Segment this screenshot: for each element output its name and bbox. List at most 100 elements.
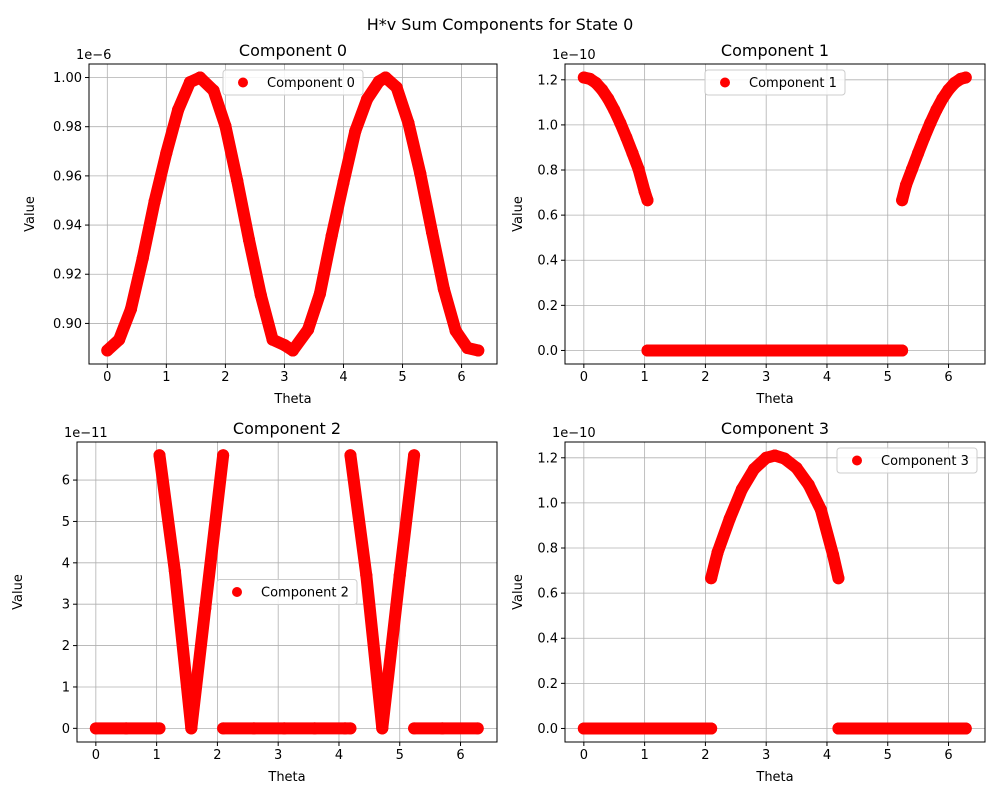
legend: Component 2: [216, 579, 358, 605]
data-point: [286, 344, 299, 357]
legend-marker: [852, 455, 862, 466]
data-point: [461, 342, 474, 355]
data-track-segment: [243, 233, 267, 302]
x-axis-label: Theta: [267, 770, 305, 785]
legend-label: Component 2: [261, 586, 349, 601]
data-track-segment: [426, 226, 450, 295]
data-track-segment: [160, 103, 185, 160]
x-tick-label: 1: [152, 748, 160, 763]
y-tick-label: 1.0: [537, 118, 558, 133]
data-point: [344, 722, 357, 735]
data-point: [778, 452, 791, 465]
legend-label: Component 3: [881, 454, 969, 469]
y-tick-label: 6: [62, 474, 70, 489]
data-point: [393, 569, 406, 582]
data-point: [325, 229, 338, 242]
data-point: [768, 449, 781, 462]
data-point: [936, 92, 949, 105]
chart-title: Component 1: [721, 41, 829, 60]
data-track-segment: [199, 449, 230, 615]
data-series: [89, 449, 484, 735]
data-point: [390, 81, 403, 94]
data-track-segment: [402, 117, 427, 180]
x-tick-label: 0: [103, 370, 111, 385]
chart-title: Component 0: [239, 41, 347, 60]
legend-box: [704, 69, 846, 96]
data-point: [832, 722, 845, 735]
data-point: [857, 722, 870, 735]
data-track-segment: [337, 125, 362, 189]
data-track-segment: [325, 176, 350, 242]
x-axis-label: Theta: [755, 770, 793, 785]
axis-scale-offset: 1e−6: [76, 48, 111, 63]
data-point: [899, 179, 912, 192]
x-tick-label: 5: [884, 748, 892, 763]
x-tick-label: 4: [823, 370, 831, 385]
data-point: [217, 449, 230, 462]
x-tick-label: 3: [762, 370, 770, 385]
y-tick-label: 0.96: [53, 169, 82, 184]
plot-area: [89, 449, 484, 735]
x-tick-label: 2: [213, 748, 221, 763]
data-point: [608, 104, 621, 117]
data-point: [217, 722, 230, 735]
x-tick-label: 4: [335, 748, 343, 763]
data-point: [207, 84, 220, 97]
data-point: [930, 104, 943, 117]
y-tick-label: 0.4: [537, 632, 558, 647]
y-tick-label: 4: [62, 556, 70, 571]
x-tick-label: 6: [944, 370, 952, 385]
x-tick-label: 4: [823, 748, 831, 763]
x-tick-label: 5: [884, 370, 892, 385]
y-tick-label: 0.6: [537, 209, 558, 224]
y-tick-label: 0.4: [537, 254, 558, 269]
data-point: [596, 83, 609, 96]
data-point: [124, 303, 137, 316]
y-tick-label: 0.2: [537, 299, 558, 314]
x-tick-label: 6: [456, 748, 464, 763]
chart-panel-component-0: 0 1 2 3 4 5 6 0.90 0.92 0.94 0.96 0.98 1.00 Component…: [23, 41, 498, 407]
data-point: [705, 572, 718, 585]
data-point: [113, 333, 126, 346]
data-point: [408, 449, 421, 462]
data-point: [851, 344, 864, 357]
chart-panel-component-2: 0 1 2 3 4 5 6 0 1 2 3 4 5 6 Component 2 Theta Value 1e−11…: [11, 419, 498, 785]
data-point: [814, 503, 827, 516]
data-point: [472, 344, 485, 357]
data-point: [918, 131, 931, 144]
axes-frame: [564, 441, 986, 743]
y-tick-label: 0: [62, 722, 70, 737]
x-tick-label: 2: [701, 748, 709, 763]
legend-label: Component 0: [267, 76, 355, 91]
data-point: [735, 483, 748, 496]
y-tick-label: 1.00: [53, 71, 82, 86]
x-tick-label: 2: [221, 370, 229, 385]
axis-scale-offset: 1e−10: [552, 48, 596, 63]
data-track-segment: [393, 449, 421, 582]
chart-title: Component 3: [721, 419, 829, 438]
data-track-segment: [376, 569, 406, 735]
y-tick-label: 1.2: [537, 451, 558, 466]
plot-area: [101, 71, 485, 357]
data-track-segment: [124, 252, 149, 316]
data-point: [790, 461, 803, 474]
data-point: [376, 722, 389, 735]
x-axis-label: Theta: [273, 392, 311, 407]
data-point: [620, 131, 633, 144]
x-tick-label: 0: [580, 748, 588, 763]
data-point: [89, 722, 102, 735]
y-tick-label: 0.94: [53, 219, 82, 234]
data-point: [614, 117, 627, 130]
y-tick-label: 2: [62, 639, 70, 654]
data-track-segment: [207, 84, 232, 132]
data-point: [602, 92, 615, 105]
data-series: [101, 71, 485, 357]
data-point: [820, 344, 833, 357]
data-track-segment: [136, 195, 161, 265]
data-track-segment: [219, 119, 244, 187]
x-tick-label: 1: [162, 370, 170, 385]
data-point: [896, 194, 909, 207]
data-track-segment: [153, 449, 181, 578]
data-point: [827, 548, 840, 561]
